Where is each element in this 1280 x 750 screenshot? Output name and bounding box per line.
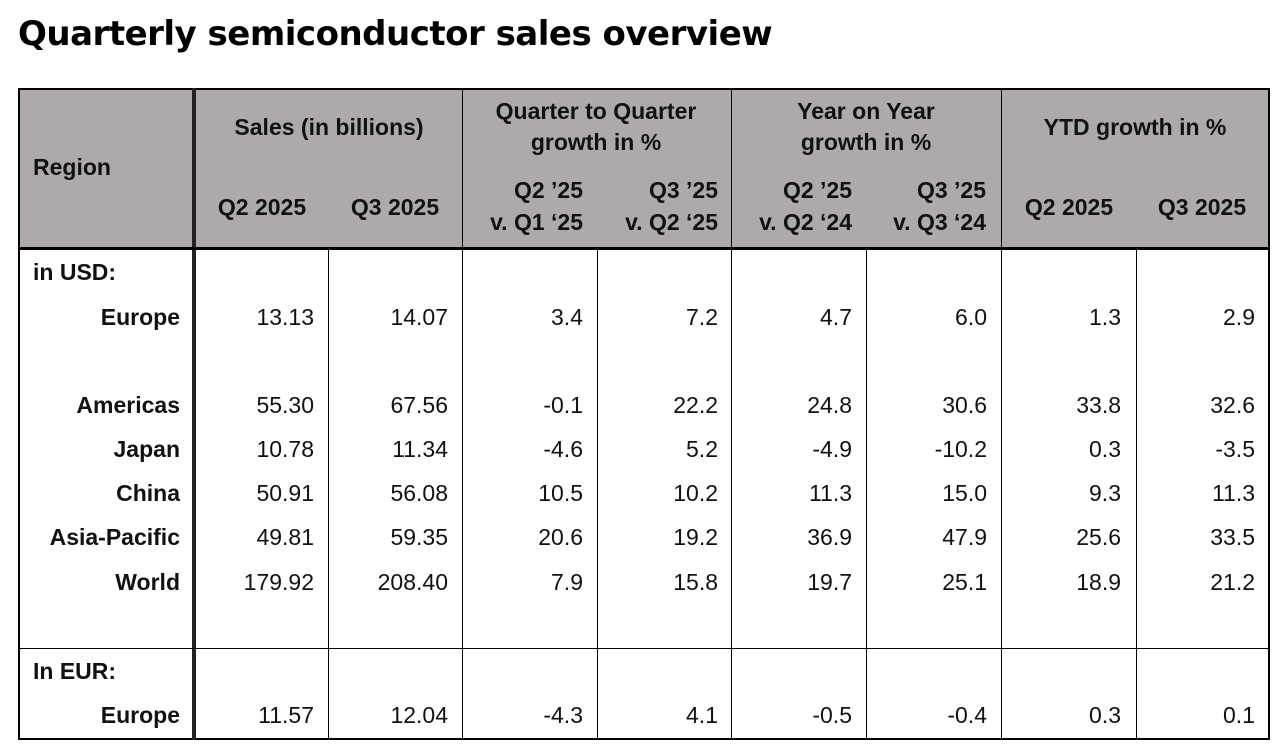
grid-vline bbox=[1001, 88, 1002, 740]
table-cell: 24.8 bbox=[807, 392, 852, 418]
region-column-divider bbox=[192, 88, 196, 740]
table-cell: 11.3 bbox=[808, 480, 852, 506]
grid-vline bbox=[731, 88, 732, 740]
header-qoq-a-line1: Q2 ’25 bbox=[513, 177, 583, 203]
table-cell: 25.6 bbox=[1076, 524, 1121, 550]
table-cell: 19.7 bbox=[807, 569, 852, 595]
table-cell: 11.34 bbox=[392, 436, 448, 462]
table-header-background bbox=[18, 88, 1270, 248]
table-cell: 47.9 bbox=[942, 524, 987, 550]
row-region-label: Japan bbox=[113, 436, 180, 462]
header-sales: Sales (in billions) bbox=[234, 114, 424, 140]
table-cell: 33.5 bbox=[1210, 524, 1255, 550]
row-region-label: World bbox=[115, 569, 180, 595]
table-cell: 30.6 bbox=[942, 392, 987, 418]
table-cell: 21.2 bbox=[1210, 569, 1255, 595]
table-cell: 36.9 bbox=[807, 524, 852, 550]
table-cell: 11.57 bbox=[258, 702, 314, 728]
table-cell: 13.13 bbox=[256, 304, 314, 330]
header-yoy-line2: growth in % bbox=[800, 129, 932, 155]
table-cell: 0.1 bbox=[1223, 702, 1255, 728]
grid-vline bbox=[597, 250, 598, 740]
table-cell: 56.08 bbox=[390, 480, 448, 506]
grid-vline bbox=[1136, 250, 1137, 740]
row-region-label: Europe bbox=[100, 702, 180, 728]
table-cell: 50.91 bbox=[256, 480, 314, 506]
table-frame bbox=[18, 88, 1270, 740]
table-cell: 67.56 bbox=[390, 392, 448, 418]
table-cell: 208.40 bbox=[377, 569, 448, 595]
header-yoy-a-line2: v. Q2 ‘24 bbox=[759, 209, 852, 235]
table-cell: 9.3 bbox=[1089, 480, 1121, 506]
table-cell: 7.2 bbox=[686, 304, 718, 330]
table-cell: 19.2 bbox=[673, 524, 718, 550]
row-region-label: China bbox=[116, 480, 180, 506]
table-cell: 0.3 bbox=[1089, 436, 1121, 462]
header-ytd: YTD growth in % bbox=[1043, 114, 1227, 140]
row-region-label: Americas bbox=[76, 392, 180, 418]
table-cell: -0.1 bbox=[543, 392, 583, 418]
row-region-label: Europe bbox=[100, 304, 180, 330]
table-cell: 1.3 bbox=[1089, 304, 1121, 330]
table-cell: 15.0 bbox=[942, 480, 987, 506]
table-cell: 10.2 bbox=[673, 480, 718, 506]
table-cell: -10.2 bbox=[934, 436, 987, 462]
table-cell: 0.3 bbox=[1089, 702, 1121, 728]
table-cell: 3.4 bbox=[551, 304, 583, 330]
grid-vline bbox=[462, 88, 463, 740]
section-usd-label: in USD: bbox=[33, 259, 117, 285]
table-cell: 59.35 bbox=[390, 524, 448, 550]
header-sales-q2: Q2 2025 bbox=[217, 194, 307, 220]
table-cell: 20.6 bbox=[538, 524, 583, 550]
table-cell: 25.1 bbox=[942, 569, 987, 595]
header-region: Region bbox=[33, 154, 111, 180]
table-cell: 7.9 bbox=[551, 569, 583, 595]
table-cell: 14.07 bbox=[390, 304, 448, 330]
header-qoq-line1: Quarter to Quarter bbox=[495, 98, 697, 124]
table-cell: -4.3 bbox=[543, 702, 583, 728]
header-yoy-line1: Year on Year bbox=[797, 98, 935, 124]
table-cell: 10.5 bbox=[538, 480, 583, 506]
grid-vline bbox=[866, 250, 867, 740]
table-cell: 4.7 bbox=[820, 304, 852, 330]
table-cell: -4.6 bbox=[543, 436, 583, 462]
table-cell: -0.4 bbox=[947, 702, 987, 728]
row-region-label: Asia-Pacific bbox=[49, 524, 180, 550]
header-qoq-line2: growth in % bbox=[530, 129, 662, 155]
header-yoy-a-line1: Q2 ’25 bbox=[782, 177, 852, 203]
header-ytd-q2: Q2 2025 bbox=[1024, 194, 1114, 220]
table-cell: 15.8 bbox=[673, 569, 718, 595]
header-yoy-b-line2: v. Q3 ‘24 bbox=[893, 209, 986, 235]
table-cell: 12.04 bbox=[390, 702, 448, 728]
table-cell: 33.8 bbox=[1076, 392, 1121, 418]
header-qoq-b-line1: Q3 ’25 bbox=[648, 177, 718, 203]
header-ytd-q3: Q3 2025 bbox=[1157, 194, 1247, 220]
grid-vline bbox=[328, 250, 329, 740]
table-cell: 10.78 bbox=[256, 436, 314, 462]
table-cell: 179.92 bbox=[243, 569, 314, 595]
page-title: Quarterly semiconductor sales overview bbox=[18, 14, 773, 54]
header-qoq-b-line2: v. Q2 ‘25 bbox=[625, 209, 718, 235]
table-cell: -3.5 bbox=[1215, 436, 1255, 462]
table-cell: 11.3 bbox=[1211, 480, 1255, 506]
table-cell: 18.9 bbox=[1076, 569, 1121, 595]
section-eur-label: In EUR: bbox=[33, 658, 117, 684]
table-cell: 22.2 bbox=[673, 392, 718, 418]
table-cell: -4.9 bbox=[812, 436, 852, 462]
section-divider bbox=[18, 648, 1270, 649]
table-cell: 32.6 bbox=[1210, 392, 1255, 418]
table-cell: 2.9 bbox=[1223, 304, 1255, 330]
header-bottom-rule bbox=[18, 247, 1270, 250]
header-qoq-a-line2: v. Q1 ‘25 bbox=[490, 209, 583, 235]
table-cell: -0.5 bbox=[812, 702, 852, 728]
table-cell: 55.30 bbox=[256, 392, 314, 418]
header-yoy-b-line1: Q3 ’25 bbox=[916, 177, 986, 203]
header-sales-q3: Q3 2025 bbox=[350, 194, 440, 220]
table-cell: 5.2 bbox=[686, 436, 718, 462]
table-cell: 49.81 bbox=[256, 524, 314, 550]
table-cell: 6.0 bbox=[955, 304, 987, 330]
table-cell: 4.1 bbox=[686, 702, 718, 728]
